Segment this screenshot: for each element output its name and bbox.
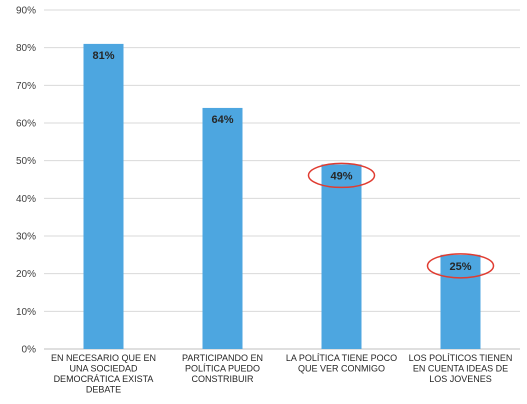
y-axis: 0% 10% 20% 30% 40% 50% 60% 70% 80% 90% [16, 6, 36, 356]
bar [321, 164, 362, 349]
highlight-circle [426, 253, 495, 279]
data-label: 49% [330, 170, 352, 182]
data-label: 81% [92, 50, 114, 62]
y-tick-label: 50% [16, 156, 36, 167]
data-labels: 81% 64% 49% 25% [92, 50, 471, 273]
category-label: PARTICIPANDO EN POLÍTICA PUEDO CONSTRIBUIR [182, 353, 263, 384]
bar [440, 254, 481, 349]
y-tick-label: 40% [16, 194, 36, 205]
y-tick-label: 60% [16, 119, 36, 130]
y-tick-label: 0% [22, 345, 37, 356]
bar [202, 107, 243, 349]
y-tick-label: 80% [16, 43, 36, 54]
data-label: 25% [449, 261, 471, 273]
y-tick-label: 30% [16, 232, 36, 243]
data-label: 64% [211, 114, 233, 126]
category-label: LA POLÍTICA TIENE POCO QUE VER CONMIGO [286, 353, 397, 374]
y-tick-label: 20% [16, 269, 36, 280]
y-tick-label: 90% [16, 6, 36, 17]
highlight-circles [307, 162, 495, 279]
bars [83, 43, 481, 350]
highlight-circle [307, 162, 376, 189]
category-label: LOS POLÍTICOS TIENEN EN CUENTA IDEAS DE LO… [409, 353, 513, 384]
bar [83, 43, 124, 350]
y-tick-label: 70% [16, 81, 36, 92]
category-label: EN NECESARIO QUE EN UNA SOCIEDAD DEMOCRÁTI… [51, 353, 156, 395]
y-tick-label: 10% [16, 307, 36, 318]
x-axis: EN NECESARIO QUE EN UNA SOCIEDAD DEMOCRÁTI… [51, 353, 512, 395]
